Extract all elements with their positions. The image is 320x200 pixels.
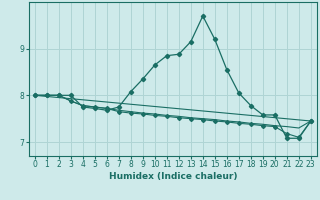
X-axis label: Humidex (Indice chaleur): Humidex (Indice chaleur) [108,172,237,181]
